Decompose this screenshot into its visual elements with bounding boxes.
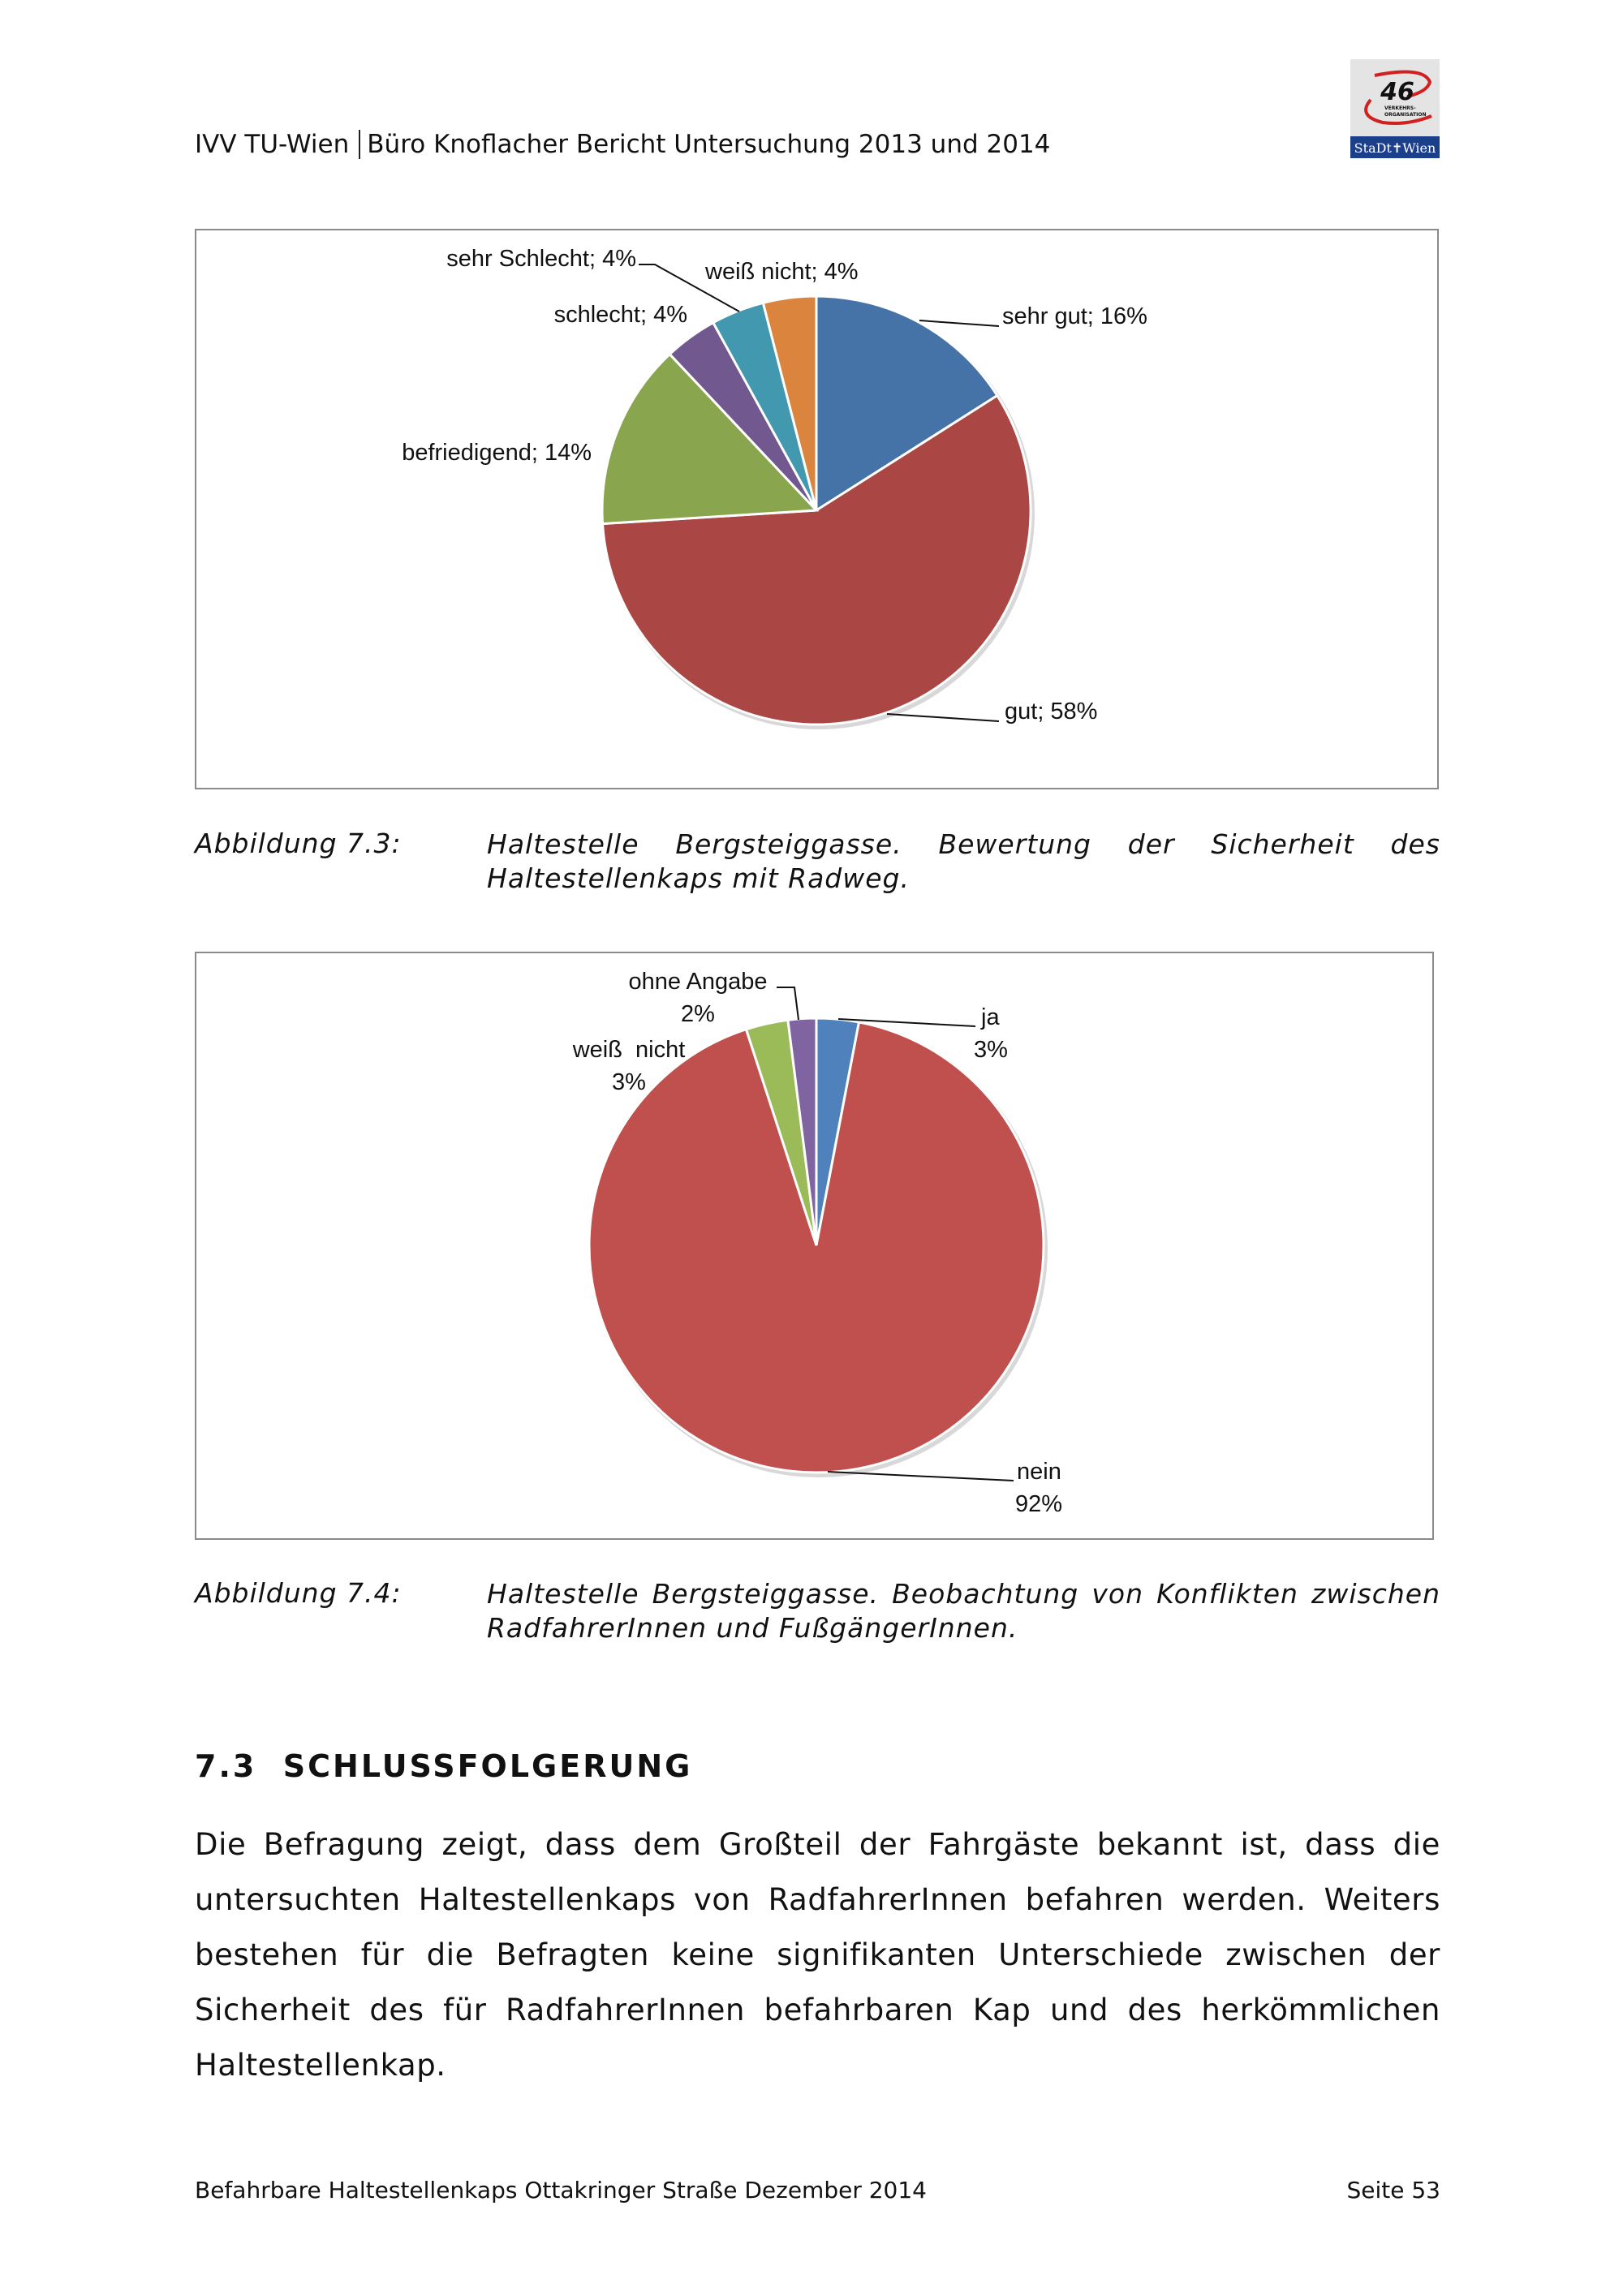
data-label-nein-pct: 92% [1015,1491,1062,1517]
data-label-schlecht: schlecht; 4% [554,302,687,328]
page-number: Seite 53 [1346,2177,1440,2204]
data-label-ohne-angabe-pct: 2% [681,1001,715,1027]
caption-text: Haltestelle Bergsteiggasse. Bewertung de… [487,828,1440,894]
svg-text:46: 46 [1380,78,1414,106]
header-left: IVV TU-Wien [195,130,350,159]
pie-slice-befriedigend [601,352,820,526]
data-label-sehr-schlecht: sehr Schlecht; 4% [446,246,636,272]
svg-text:VERKEHRS-: VERKEHRS- [1384,105,1416,111]
pie-slice-sehr-gut [815,295,999,513]
footer-title: Befahrbare Haltestellenkaps Ottakringer … [195,2177,927,2204]
stadt-wien-logo: 46 VERKEHRS- ORGANISATION StaDt✝Wien [1350,59,1440,158]
pie-slice-weiss-nicht [761,295,818,511]
data-label-weiss-nicht-pct: 3% [612,1069,646,1095]
data-label-sehr-gut: sehr gut; 16% [1002,303,1147,329]
data-label-gut: gut; 58% [1005,699,1097,724]
section-heading: 7.3 SCHLUSSFOLGERUNG [195,1748,693,1784]
running-header: IVV TU-Wien Büro Knoflacher Bericht Unter… [195,130,1050,159]
pie-chart-conflicts: ja 3% nein 92% weiß nicht 3% ohne Angabe… [195,952,1434,1540]
header-divider [359,130,361,159]
caption-text: Haltestelle Bergsteiggasse. Beobachtung … [487,1578,1440,1644]
data-label-weiss-nicht: weiß nicht; 4% [704,259,859,285]
header-right: Büro Knoflacher Bericht Untersuchung 201… [367,130,1051,159]
pie-slice-gut [601,393,1032,726]
body-paragraph: Die Befragung zeigt, dass dem Großteil d… [195,1827,1440,2083]
data-label-ja: ja [980,1004,1000,1030]
data-label-befriedigend: befriedigend; 14% [402,440,592,466]
svg-text:ORGANISATION: ORGANISATION [1384,112,1427,118]
leader-line-ja [837,1018,976,1027]
page-footer: Befahrbare Haltestellenkaps Ottakringer … [195,2177,1440,2204]
data-label-ja-pct: 3% [974,1037,1008,1063]
leader-line-nein [827,1471,1014,1481]
data-label-ohne-angabe: ohne Angabe [629,969,768,995]
data-label-nein: nein [1017,1459,1061,1485]
caption-number: Abbildung 7.4: [195,1577,402,1609]
data-label-weiss-nicht: weiß nicht [572,1037,686,1063]
svg-text:StaDt✝Wien: StaDt✝Wien [1354,140,1436,156]
caption-number: Abbildung 7.3: [195,828,402,859]
leader-line-ohne-angabe [777,987,799,1021]
pie-slice-ohne-angabe [786,1017,818,1246]
leader-line-sehr-schlecht [639,264,740,312]
leader-line-gut [886,713,1000,722]
leader-line-sehr-gut [919,320,1000,327]
pie-chart-safety-rating: sehr gut; 16% gut; 58% befriedigend; 14%… [195,229,1439,789]
